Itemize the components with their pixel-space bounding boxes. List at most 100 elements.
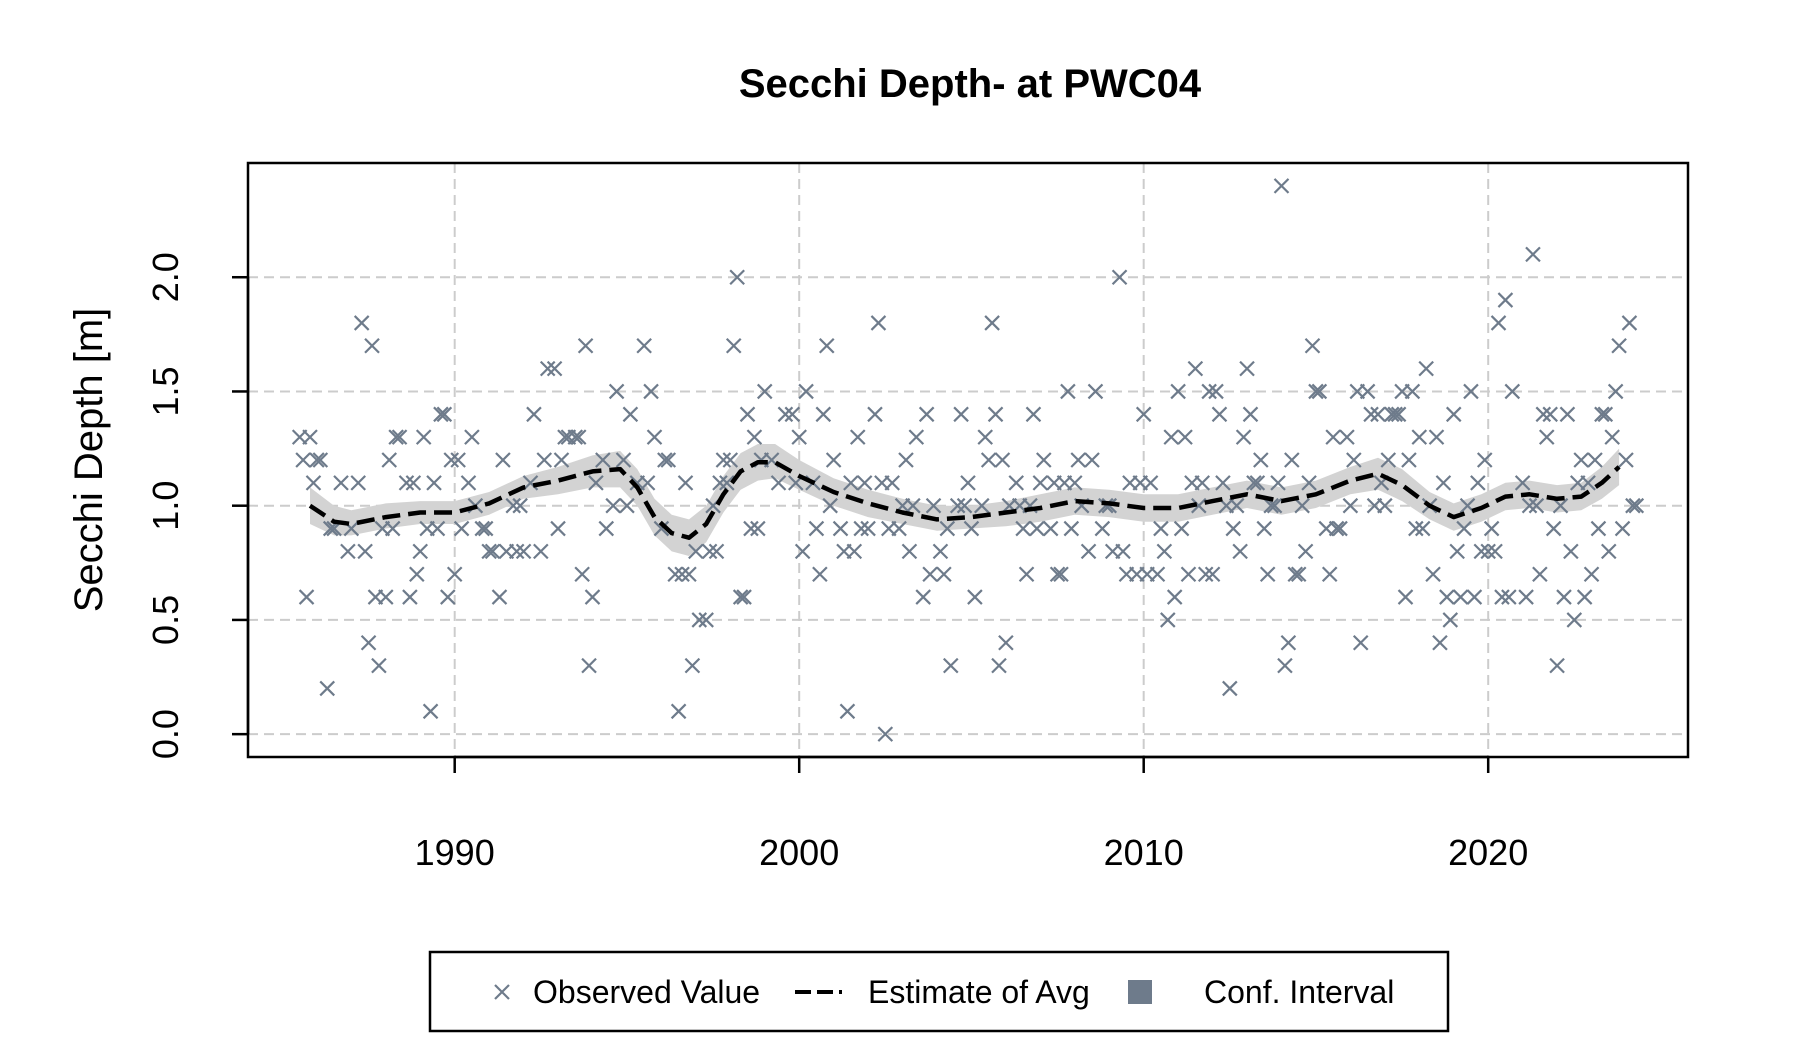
observed-point [715,452,732,468]
observed-point [605,497,621,514]
observed-point [1115,543,1131,560]
observed-point [1439,589,1455,605]
observed-point [1449,543,1465,560]
observed-point [1228,497,1245,514]
observed-point [1404,383,1421,400]
observed-point [1166,589,1183,605]
observed-point [898,452,914,468]
observed-point [846,543,863,560]
legend-item-conf: Conf. Interval [1128,974,1394,1010]
observed-point [1049,566,1066,583]
observed-point [750,520,766,537]
observed-point [1411,429,1428,445]
observed-point [1363,406,1379,423]
observed-point [1297,543,1314,560]
observed-point [353,315,370,331]
observed-point [1070,452,1087,468]
observed-point [1204,566,1221,583]
observed-point [1222,680,1238,697]
observed-point [1618,452,1634,468]
observed-point [1418,360,1434,377]
observed-point [1549,657,1565,674]
observed-point [615,452,632,468]
observed-point [1473,543,1490,560]
observed-point [922,566,938,583]
observed-point [550,520,566,537]
observed-point [388,429,404,445]
observed-point [1060,383,1076,400]
observed-point [1445,406,1462,423]
x-tick-label: 2000 [759,832,839,873]
legend: Observed Value Estimate of Avg Conf. Int… [428,950,1450,1033]
observed-point [1029,520,1045,537]
observed-point [1235,429,1252,445]
observed-point [1514,475,1531,491]
observed-point [915,589,931,605]
observed-point [371,657,387,674]
observed-point [1466,589,1483,605]
observed-point [1518,589,1534,605]
legend-label-observed: Observed Value [533,974,760,1010]
observed-point [508,543,525,560]
observed-point [1239,360,1255,377]
y-tick-label: 1.5 [145,366,186,416]
observed-point [722,452,739,468]
observed-point [553,452,570,468]
observed-point [1008,475,1025,491]
observed-point [453,520,470,537]
observed-point [1284,452,1300,468]
observed-point [1597,406,1614,423]
observed-point [1580,475,1596,491]
observed-point [1191,497,1207,514]
x-marker-shape [494,984,510,1000]
observed-point [1153,520,1169,537]
observed-point [701,543,718,560]
observed-point [577,337,594,354]
observed-point [698,612,714,628]
observed-point [1325,429,1341,445]
observed-point [622,406,639,423]
observed-point [402,589,418,605]
observed-point [1563,543,1579,560]
observed-point [1253,452,1269,468]
observed-point [832,520,849,537]
observed-point [1215,475,1231,491]
observed-point [1053,566,1069,583]
observed-point [1428,429,1445,445]
x-tick-label: 2020 [1448,832,1528,873]
observed-point [860,520,876,537]
observed-point [746,429,763,445]
observed-point [1583,566,1600,583]
observed-point [818,337,835,354]
observed-point [460,475,477,491]
observed-point [1614,520,1631,537]
observed-point [340,543,356,560]
observed-point [1080,543,1097,560]
y-tick-label: 0.0 [145,709,186,759]
legend-item-observed: Observed Value [494,974,760,1010]
observed-point [474,520,491,537]
estimate-line [308,460,1621,540]
legend-label-estimate: Estimate of Avg [868,974,1090,1010]
observed-point [905,497,921,514]
observed-point [870,315,887,331]
observed-point [660,452,677,468]
observed-point [1042,520,1059,537]
observed-point [729,269,745,286]
observed-point [436,406,453,423]
grid-lines [248,163,1688,757]
observed-point [1263,497,1279,514]
observed-point [1380,452,1397,468]
observed-point [1232,543,1248,560]
observed-point [1494,589,1510,605]
observed-point [1290,566,1307,583]
observed-point [381,452,398,468]
observed-point [784,406,801,423]
conf-interval-area [310,444,1620,556]
observed-point [1480,543,1496,560]
observed-point [1521,497,1538,514]
observed-point [963,520,980,537]
observed-point [1328,520,1345,537]
observed-point [1573,452,1589,468]
